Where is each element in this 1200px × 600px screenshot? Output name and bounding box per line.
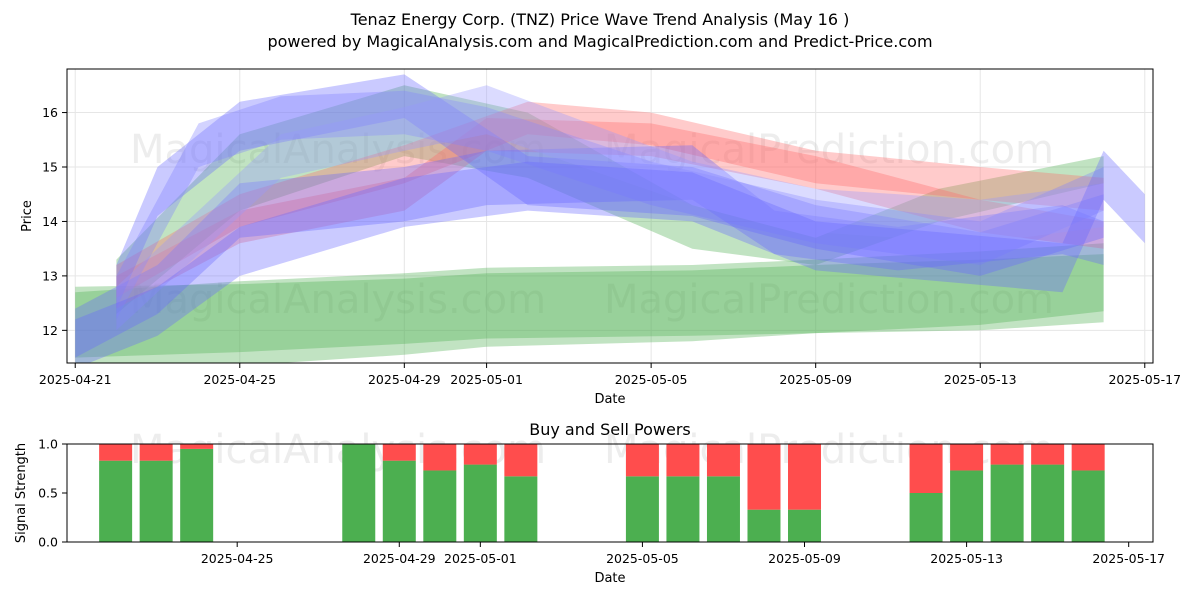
- sell-bar: [909, 444, 943, 493]
- y-axis-label: Price: [20, 200, 35, 232]
- bottom-x-tick-label: 2025-05-05: [606, 551, 679, 566]
- buy-bar: [747, 509, 781, 542]
- sell-bar: [139, 444, 173, 461]
- blue-band-a: [75, 145, 1104, 358]
- sell-bar: [99, 444, 133, 461]
- buy-bar: [342, 444, 376, 542]
- blue-band-b: [116, 74, 1104, 309]
- x-axis-label: Date: [594, 392, 625, 407]
- watermark-text: MagicalAnalysis.com: [130, 277, 546, 323]
- buy-bar: [463, 464, 497, 542]
- buy-bar: [139, 460, 173, 542]
- bottom-x-tick-label: 2025-04-25: [201, 551, 274, 566]
- buy-bar: [504, 476, 538, 542]
- plot-frame: [66, 68, 1154, 364]
- bottom-x-tick-label: 2025-05-09: [768, 551, 841, 566]
- chart-subtitle: powered by MagicalAnalysis.com and Magic…: [267, 32, 932, 51]
- red-band-a: [116, 101, 1104, 298]
- sell-bar: [180, 444, 214, 449]
- x-tick-label: 2025-04-29: [368, 372, 441, 387]
- buy-bar: [788, 509, 822, 542]
- buy-bar: [382, 460, 416, 542]
- bottom-y-tick-label: 0.0: [38, 535, 58, 550]
- y-tick-label: 15: [42, 160, 58, 175]
- sell-bar: [463, 444, 497, 465]
- y-tick-label: 16: [42, 105, 58, 120]
- sell-bar: [788, 444, 822, 510]
- green-band-b: [75, 243, 1104, 363]
- blue-band-e: [75, 150, 1145, 363]
- buy-bar: [625, 476, 659, 542]
- x-tick-label: 2025-04-21: [39, 372, 112, 387]
- sell-bar: [990, 444, 1024, 465]
- bottom-chart-title: Buy and Sell Powers: [529, 420, 691, 439]
- x-tick-label: 2025-05-09: [779, 372, 852, 387]
- buy-bar: [1031, 464, 1065, 542]
- buy-bar: [990, 464, 1024, 542]
- green-band-c: [116, 85, 1104, 314]
- sell-bar: [423, 444, 457, 471]
- x-tick-label: 2025-05-17: [1108, 372, 1181, 387]
- bottom-x-tick-label: 2025-05-01: [444, 551, 517, 566]
- x-tick-label: 2025-05-01: [450, 372, 523, 387]
- bottom-x-tick-label: 2025-04-29: [363, 551, 436, 566]
- chart-title: Tenaz Energy Corp. (TNZ) Price Wave Tren…: [350, 10, 850, 29]
- red-band-b: [116, 118, 1104, 309]
- sell-bar: [1031, 444, 1065, 465]
- bands-group: [75, 74, 1145, 363]
- bottom-y-tick-label: 1.0: [38, 437, 58, 452]
- sell-bar: [747, 444, 781, 510]
- green-band-a: [75, 254, 1104, 358]
- buy-bar: [423, 470, 457, 542]
- bottom-y-axis-label: Signal Strength: [14, 443, 29, 543]
- y-tick-label: 13: [42, 268, 58, 283]
- bottom-x-axis-label: Date: [594, 571, 625, 586]
- sell-bar: [382, 444, 416, 461]
- sell-bar: [504, 444, 538, 477]
- x-tick-label: 2025-05-13: [944, 372, 1017, 387]
- bottom-x-tick-label: 2025-05-17: [1092, 551, 1165, 566]
- buy-bar: [706, 476, 740, 542]
- x-tick-label: 2025-04-25: [203, 372, 276, 387]
- sell-bar: [706, 444, 740, 477]
- buy-bar: [180, 448, 214, 542]
- blue-band-d: [116, 85, 1104, 331]
- sell-bar: [625, 444, 659, 477]
- y-tick-label: 14: [42, 214, 58, 229]
- x-tick-label: 2025-05-05: [615, 372, 688, 387]
- bottom-y-tick-label: 0.5: [38, 486, 58, 501]
- buy-bar: [666, 476, 700, 542]
- sell-bar: [666, 444, 700, 477]
- watermark-text: MagicalAnalysis.com: [130, 127, 546, 173]
- y-tick-label: 12: [42, 323, 58, 338]
- watermark-text: MagicalPrediction.com: [604, 277, 1054, 323]
- sell-bar: [950, 444, 984, 471]
- sell-bar: [1071, 444, 1105, 471]
- buy-bar: [99, 460, 133, 542]
- buy-bar: [909, 493, 943, 542]
- buy-bar: [950, 470, 984, 542]
- bottom-x-tick-label: 2025-05-13: [930, 551, 1003, 566]
- buy-bar: [1071, 470, 1105, 542]
- watermark-text: MagicalPrediction.com: [604, 127, 1054, 173]
